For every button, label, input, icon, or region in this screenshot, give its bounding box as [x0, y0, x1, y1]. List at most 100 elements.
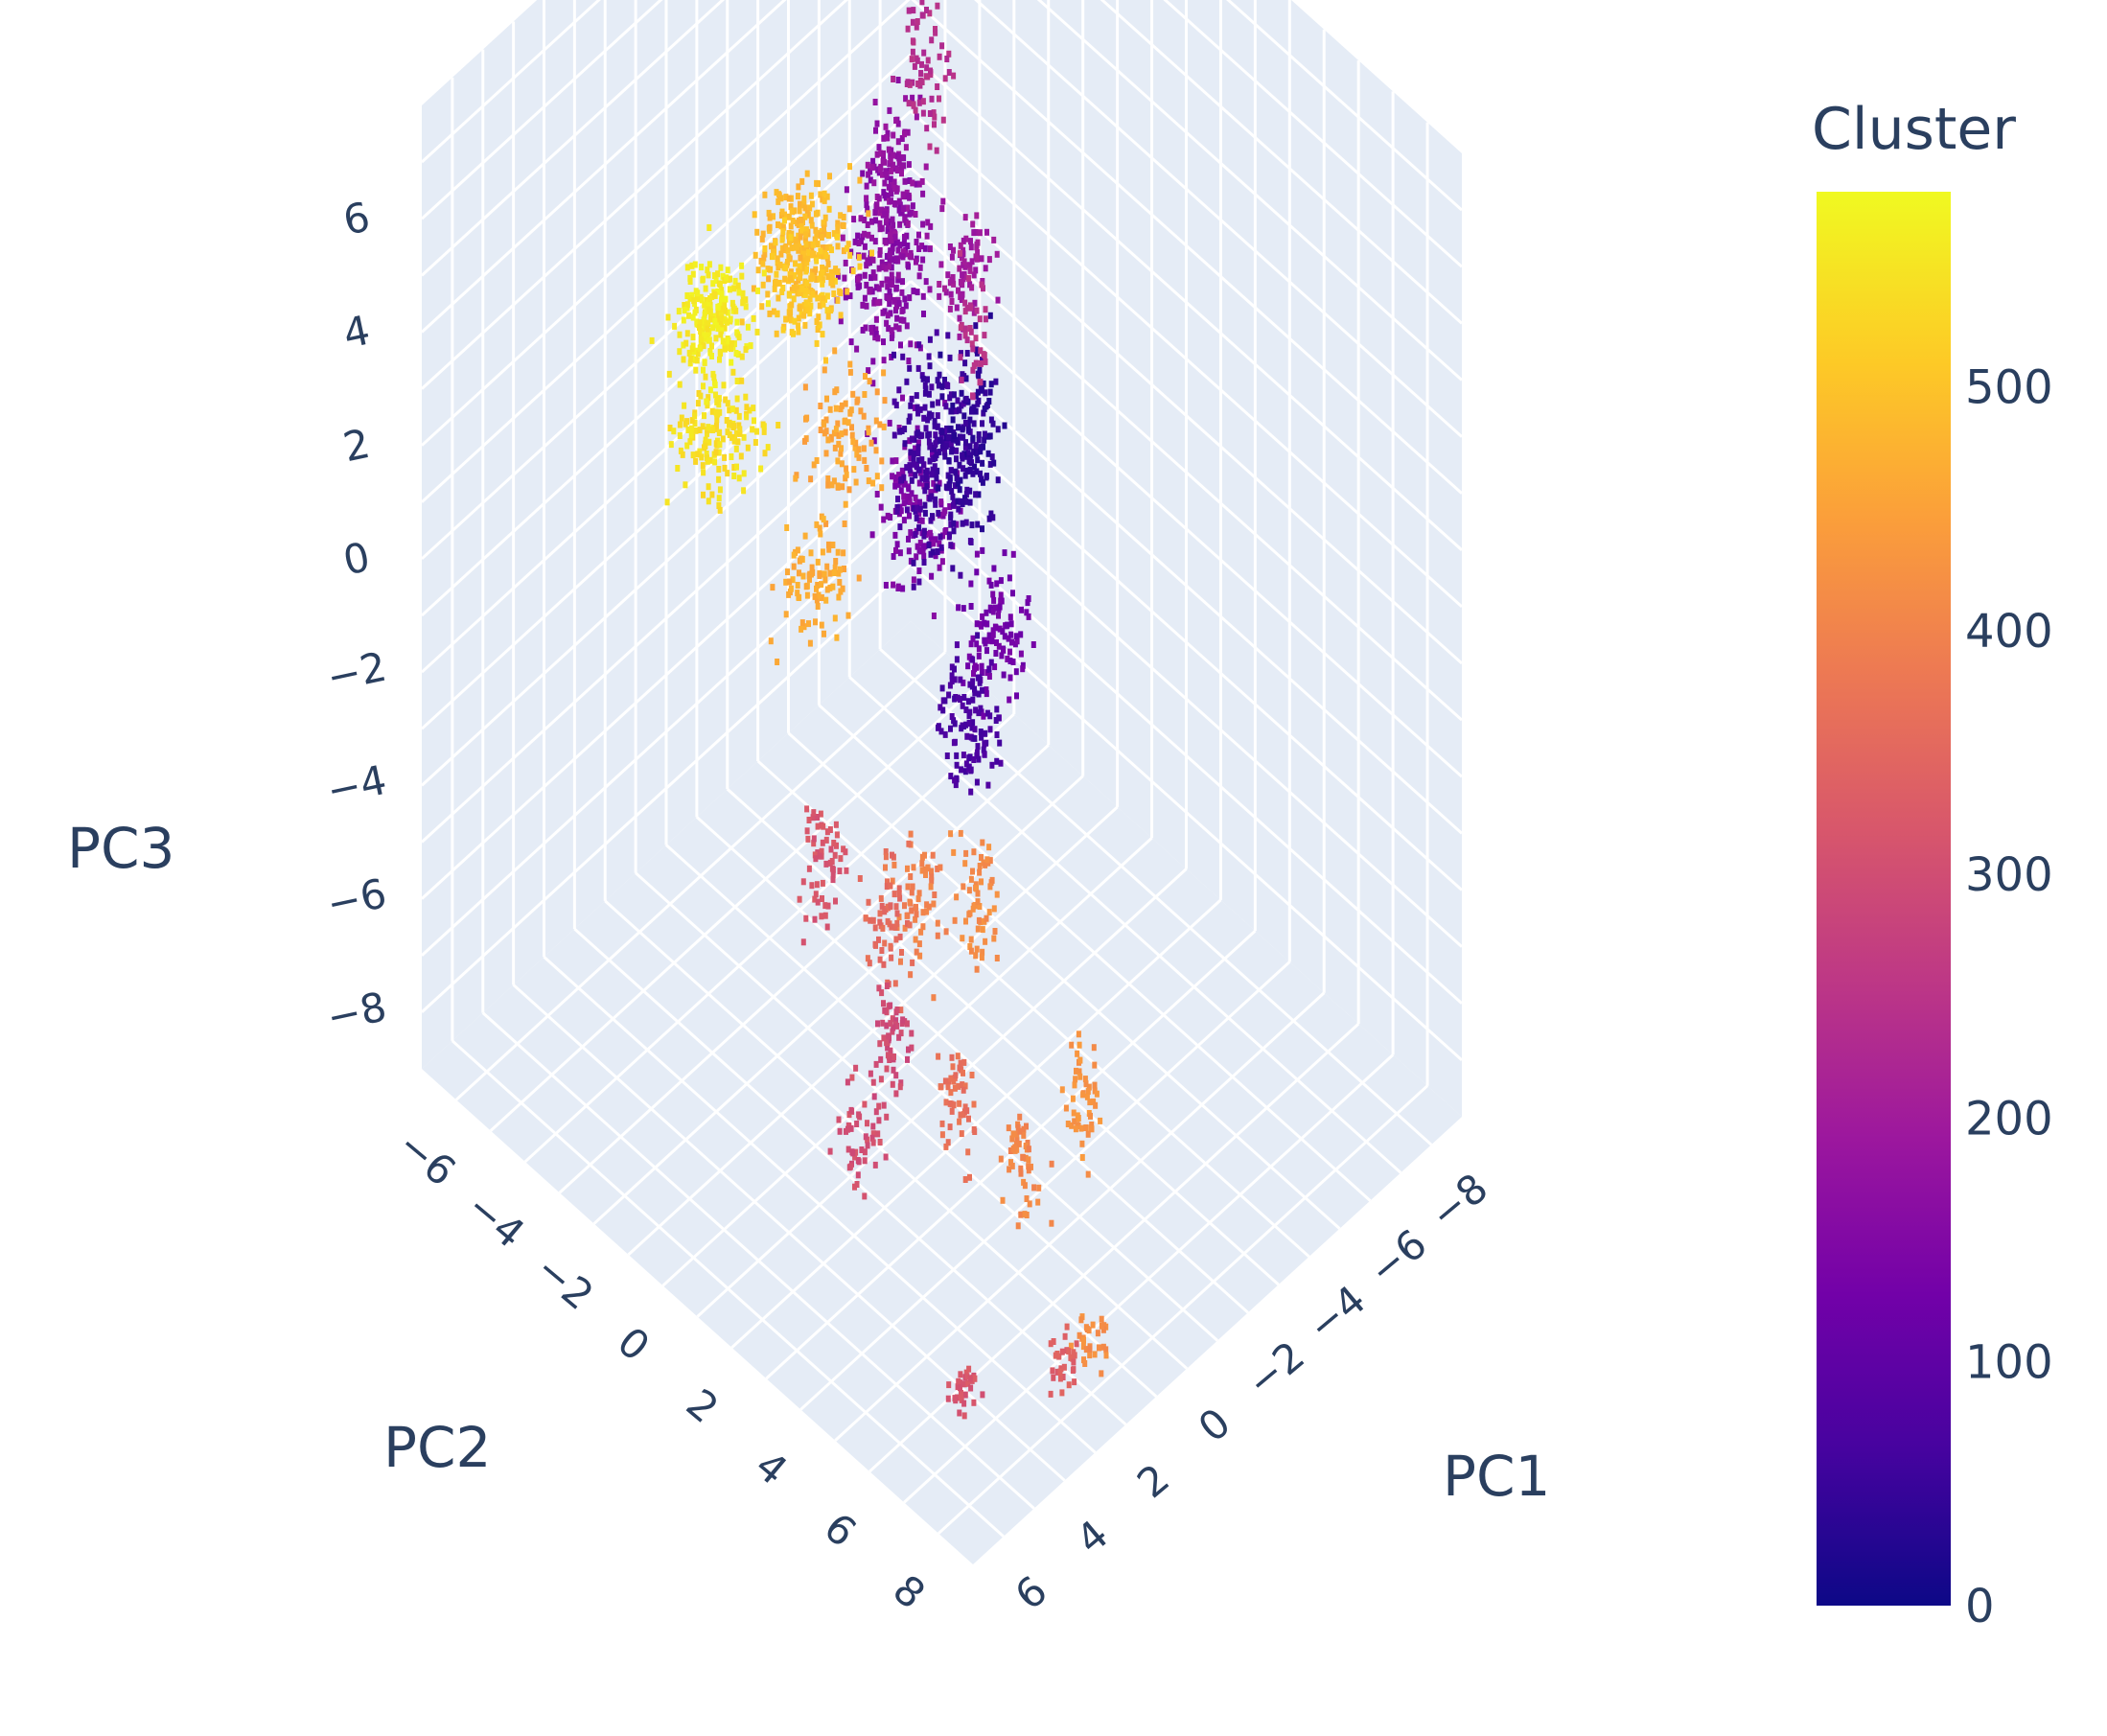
data-point — [974, 945, 980, 953]
data-point — [987, 460, 993, 468]
data-point — [927, 10, 933, 17]
data-point — [898, 1030, 904, 1037]
data-point — [884, 171, 889, 178]
data-point — [752, 417, 756, 425]
data-point — [854, 345, 860, 353]
data-point — [804, 279, 810, 287]
data-point — [809, 200, 815, 208]
data-point — [967, 1375, 973, 1382]
data-point — [1000, 628, 1006, 636]
data-point — [694, 357, 700, 364]
data-point — [929, 471, 935, 478]
data-point — [793, 237, 799, 244]
data-point — [835, 482, 841, 490]
data-point — [986, 632, 992, 639]
data-point — [716, 502, 722, 509]
data-point — [1084, 1093, 1090, 1100]
data-point — [818, 191, 823, 198]
data-point — [896, 472, 902, 479]
data-point — [1075, 1122, 1080, 1129]
data-point — [921, 482, 927, 490]
data-point — [725, 400, 730, 407]
data-point — [875, 299, 881, 307]
data-point — [976, 491, 982, 498]
data-point — [893, 117, 899, 124]
data-point — [988, 659, 994, 666]
data-point — [919, 177, 925, 185]
data-point — [820, 268, 825, 276]
data-point — [991, 596, 997, 604]
data-point — [1057, 1368, 1063, 1376]
data-point — [891, 351, 896, 359]
data-point — [744, 404, 750, 411]
data-point — [835, 243, 841, 250]
data-point — [891, 239, 897, 246]
data-point — [945, 433, 951, 441]
data-point — [705, 402, 710, 409]
data-point — [712, 458, 718, 466]
data-point — [807, 310, 813, 317]
data-point — [822, 224, 826, 232]
data-point — [693, 366, 699, 374]
data-point — [835, 420, 841, 428]
data-point — [943, 1143, 949, 1150]
data-point — [1072, 1081, 1077, 1089]
data-point — [827, 569, 833, 577]
data-point — [799, 221, 804, 229]
data-point — [901, 316, 907, 324]
data-point — [921, 552, 927, 560]
data-point — [1022, 1211, 1028, 1218]
data-point — [1008, 631, 1014, 638]
data-point — [901, 493, 907, 500]
data-point — [938, 498, 944, 506]
data-point — [897, 549, 903, 557]
data-point — [1017, 1127, 1023, 1135]
data-point — [671, 428, 677, 435]
data-point — [929, 873, 935, 881]
data-point — [1097, 1344, 1101, 1352]
data-point — [876, 195, 882, 202]
data-point — [922, 487, 928, 495]
data-point — [975, 448, 981, 455]
data-point — [664, 498, 670, 506]
data-point — [838, 312, 844, 319]
data-point — [810, 290, 816, 298]
data-point — [885, 312, 891, 319]
data-point — [935, 412, 940, 420]
data-point — [961, 694, 967, 701]
data-point — [881, 1000, 886, 1007]
data-point — [869, 328, 875, 336]
data-point — [682, 402, 687, 409]
data-point — [839, 402, 845, 409]
data-point — [906, 547, 912, 555]
data-point — [971, 404, 977, 411]
data-point — [856, 446, 862, 453]
data-point — [929, 868, 934, 875]
grid-line-z-right — [909, 393, 1464, 891]
data-point — [905, 220, 911, 227]
data-point — [998, 591, 1004, 599]
data-point — [908, 529, 914, 537]
data-point — [873, 326, 879, 334]
data-point — [768, 637, 774, 645]
data-point — [986, 844, 992, 851]
data-point — [779, 289, 785, 295]
data-point — [928, 222, 934, 230]
data-point — [998, 577, 1004, 585]
data-point — [979, 878, 984, 886]
grid-line-z-left — [420, 0, 601, 164]
data-point — [831, 290, 837, 297]
grid-line-y-floor — [454, 651, 946, 1101]
data-point — [1018, 631, 1024, 638]
data-point — [881, 134, 887, 142]
data-point — [682, 302, 687, 309]
data-point — [891, 131, 896, 139]
data-point — [1085, 1170, 1091, 1178]
data-point — [994, 891, 1000, 898]
data-point — [974, 640, 980, 648]
data-point — [961, 250, 966, 258]
data-point — [826, 232, 831, 239]
data-point — [984, 228, 989, 236]
data-point — [915, 81, 921, 87]
data-point — [868, 176, 873, 184]
